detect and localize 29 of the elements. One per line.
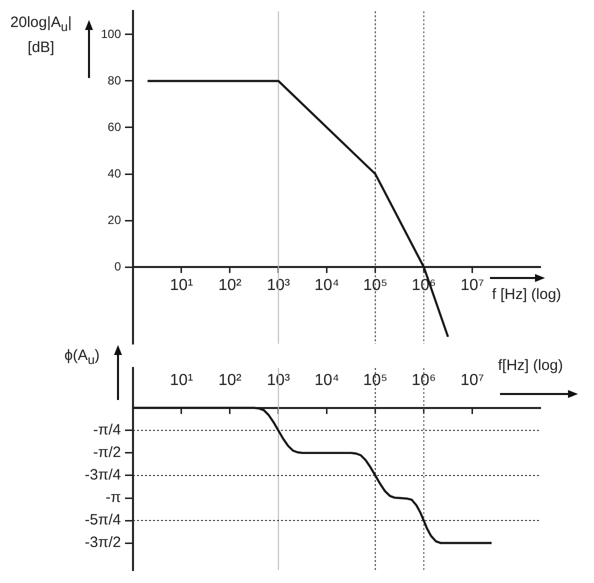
y-axis-title: 20log|A$_{u}$| [dB] [9, 13, 73, 58]
x-tick-label: 10⁷ [460, 277, 484, 294]
x-tick-label: 10⁵ [363, 277, 388, 294]
x-tick-label: 10³ [266, 277, 291, 294]
y-tick-label: 20 [108, 212, 122, 227]
x-tick-label: 10¹ [170, 277, 194, 294]
y-tick-label: -π/4 [93, 422, 121, 439]
x-tick-label: 10² [218, 277, 242, 294]
y-tick-label: 40 [108, 166, 122, 180]
x-axis-title: f[Hz] (log) [498, 356, 564, 376]
y-tick-label: 100 [100, 26, 122, 41]
x-tick-label: 10⁶ [412, 372, 436, 389]
x-tick-label: 10¹ [170, 372, 194, 389]
y-tick-label: 0 [114, 259, 122, 274]
y-axis-title: ϕ(A$_{u}$) [63, 346, 101, 369]
x-tick-label: 10⁷ [460, 372, 484, 389]
x-tick-label: 10⁴ [314, 277, 340, 294]
y-tick-label: 80 [108, 73, 122, 88]
x-tick-label: 10² [218, 372, 242, 389]
x-tick-label: 10³ [266, 372, 291, 389]
x-tick-label: 10⁵ [363, 372, 388, 389]
y-tick-label: -π [106, 489, 121, 506]
y-tick-label: -π/2 [93, 444, 121, 462]
y-tick-label: -5π/4 [84, 512, 121, 529]
x-tick-label: 10⁴ [314, 372, 340, 389]
y-tick-label: -3π/2 [84, 534, 121, 552]
y-tick-label: -3π/4 [84, 466, 121, 484]
x-axis-title: f [Hz] (log) [492, 285, 562, 305]
y-tick-label: 60 [108, 120, 122, 134]
